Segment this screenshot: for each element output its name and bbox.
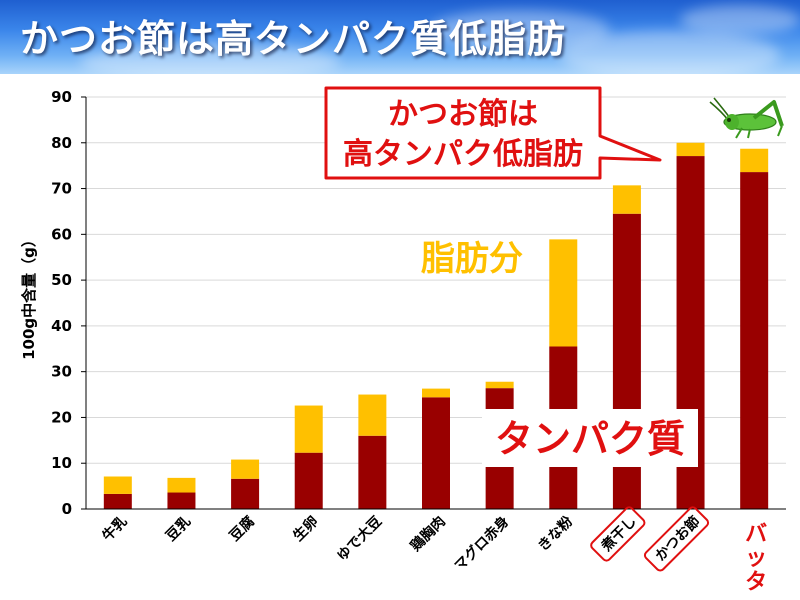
- x-tick-labels: 牛乳 豆乳 豆腐 生卵 ゆで大豆 鶏胸肉 マグロ赤身 きな粉 煮干し かつお節 バッタ: [99, 506, 767, 595]
- y-tick-label: 40: [51, 317, 72, 335]
- bar-fat: [676, 142, 705, 157]
- x-tick-label: 牛乳: [99, 513, 131, 545]
- bar-fat: [549, 239, 578, 347]
- x-tick-label-box: [643, 506, 710, 572]
- bar-fat: [294, 405, 323, 453]
- x-tick-label: ッ: [745, 546, 767, 571]
- bar-protein: [294, 452, 323, 509]
- callout-bubble: かつお節は 高タンパク低脂肪: [324, 86, 662, 180]
- y-tick-label: 30: [51, 363, 72, 381]
- x-tick-label-highlight: バッタ: [745, 522, 767, 595]
- fat-label: 脂肪分: [421, 239, 523, 279]
- x-tick-label-group: 鶏胸肉: [407, 513, 449, 555]
- x-tick-label: ゆで大豆: [334, 513, 386, 565]
- x-tick-label-group: きな粉: [534, 513, 576, 555]
- y-tick-label: 90: [51, 88, 72, 106]
- x-tick-label-boxed: かつお節: [643, 506, 710, 572]
- x-tick-label: バ: [745, 522, 767, 547]
- x-tick-label: 鶏胸肉: [407, 513, 449, 555]
- bar-fat: [103, 476, 132, 494]
- x-tick-label: 豆腐: [226, 513, 258, 545]
- x-tick-label-group: マグロ赤身: [451, 513, 513, 575]
- bar-chart: 0 10 20 30 40 50 60 70 80 90 牛乳 豆乳 豆腐 生卵 ゆで大豆 鶏胸肉 マグロ赤身…: [20, 86, 786, 595]
- bar-fat: [485, 381, 514, 389]
- title-banner: かつお節は高タンパク質低脂肪: [0, 0, 800, 80]
- y-tick-label: 70: [51, 180, 72, 198]
- bar-fat: [231, 459, 260, 479]
- bar-fat: [167, 477, 196, 493]
- x-tick-label: タ: [745, 570, 767, 595]
- grasshopper-icon: [709, 97, 784, 139]
- bar-protein: [422, 397, 450, 509]
- x-tick-label-box: [590, 506, 646, 562]
- protein-label: タンパク質: [495, 417, 685, 461]
- y-tick-label: 50: [51, 271, 72, 289]
- x-tick-label-group: 牛乳: [99, 513, 131, 545]
- y-tick-label: 60: [51, 225, 72, 243]
- x-tick-label: マグロ赤身: [451, 513, 513, 575]
- bar-protein: [740, 172, 769, 509]
- x-tick-label: 生卵: [290, 513, 322, 545]
- x-tick-label-group: ゆで大豆: [334, 513, 386, 565]
- bar-protein: [231, 478, 260, 509]
- bar-protein: [167, 492, 196, 509]
- bar-fat: [422, 388, 450, 398]
- x-tick-label-group: 豆腐: [226, 513, 258, 545]
- y-tick-label: 80: [51, 134, 72, 152]
- callout-line2: 高タンパク低脂肪: [343, 137, 583, 172]
- y-tick-label: 0: [62, 500, 72, 518]
- x-tick-label: 豆乳: [162, 513, 194, 545]
- bar-protein: [103, 493, 132, 509]
- protein-label-backdrop: [482, 409, 698, 467]
- callout-line1: かつお節は: [388, 97, 538, 132]
- bar-protein: [358, 435, 387, 509]
- y-tick-label: 20: [51, 408, 72, 426]
- y-tick-label: 10: [51, 454, 72, 472]
- x-tick-label-boxed: 煮干し: [590, 506, 646, 562]
- bar-fat: [740, 148, 769, 173]
- x-tick-label: きな粉: [534, 513, 576, 555]
- bar-fat: [358, 394, 387, 436]
- x-tick-label-group: 生卵: [290, 513, 322, 545]
- y-axis-label: 100g中含量（g）: [20, 232, 38, 360]
- page-title: かつお節は高タンパク質低脂肪: [20, 17, 567, 61]
- bar-fat: [612, 185, 641, 214]
- x-tick-label-group: 豆乳: [162, 513, 194, 545]
- axes: 0 10 20 30 40 50 60 70 80 90: [51, 88, 786, 518]
